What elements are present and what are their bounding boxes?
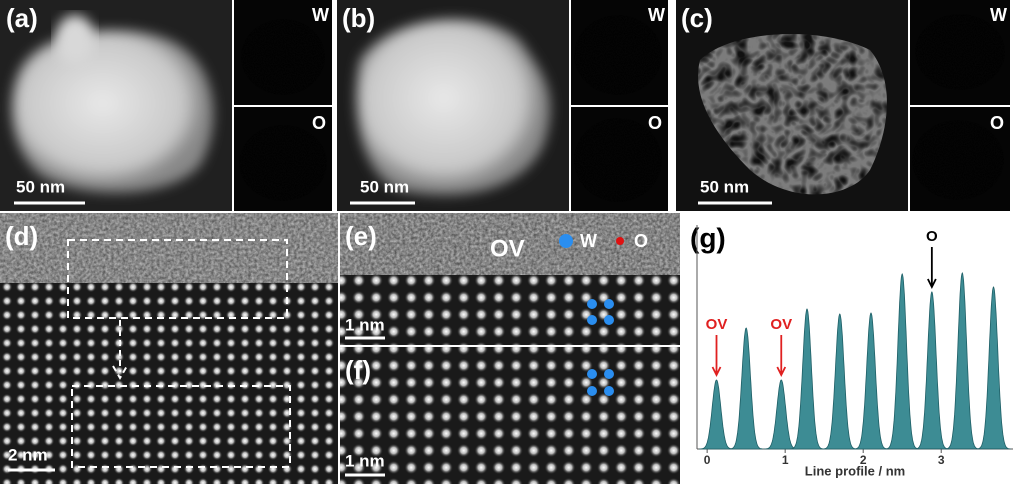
peak-annotation: O [926, 228, 938, 245]
map-label: O [312, 113, 326, 133]
particle [55, 15, 95, 65]
map-label: O [990, 113, 1004, 133]
panel-label: (e) [345, 221, 377, 251]
peak [789, 308, 825, 450]
panel-c: (c) 50 nm W O [676, 0, 1010, 211]
porous-particle [698, 33, 887, 195]
map-label: O [648, 113, 662, 133]
scale-label: 50 nm [700, 177, 749, 196]
panel-label: (c) [681, 3, 713, 33]
panel-a: (a) 50 nm W O [0, 0, 332, 211]
w-map [915, 14, 1005, 90]
legend-label: W [580, 231, 597, 251]
amorphous-noise [340, 213, 680, 275]
legend-o [616, 237, 624, 245]
roi-box [67, 239, 288, 319]
line-profile-chart: (g) Line profile / nm 0 1 2 3 OV OV O [690, 222, 1013, 478]
panel-label: (f) [345, 355, 371, 385]
map-label: W [990, 5, 1007, 25]
particle [356, 18, 551, 195]
w-sites [587, 299, 614, 325]
peak [699, 379, 734, 450]
ov-annotation: OV [490, 235, 525, 262]
roi-box [71, 385, 291, 468]
particle [11, 30, 214, 193]
annotation-arrow [927, 247, 937, 290]
peak [728, 327, 764, 450]
annotation-arrow [711, 335, 722, 378]
x-tick-label: 0 [704, 453, 711, 467]
panel-label: (b) [342, 3, 375, 33]
peak [945, 272, 980, 450]
o-map [574, 118, 662, 202]
peak-annotation: OV [770, 316, 792, 333]
x-tick-label: 3 [938, 453, 945, 467]
peak [976, 286, 1011, 450]
x-axis-label: Line profile / nm [805, 463, 905, 478]
peak [764, 379, 799, 450]
x-tick-label: 2 [860, 453, 867, 467]
dashed-arrow [112, 320, 128, 380]
scale-label: 50 nm [16, 177, 65, 196]
panel-f: (f) 1 nm [340, 347, 680, 484]
panel-e: (e) OV W O 1 nm [340, 213, 680, 345]
peak [853, 312, 889, 450]
scale-label: 1 nm [345, 451, 385, 470]
annotation-arrow [776, 335, 787, 378]
scale-label: 2 nm [8, 445, 48, 464]
panel-b: (b) 50 nm W O [337, 0, 668, 211]
peak [822, 313, 858, 450]
peak-annotation: OV [706, 316, 728, 333]
w-map [241, 19, 325, 95]
w-map [574, 15, 662, 95]
hrtem-image [340, 347, 680, 484]
w-sites [587, 369, 614, 396]
panel-d: (d) 2 nm [0, 213, 338, 484]
peak [914, 291, 949, 450]
map-label: W [312, 5, 329, 25]
panel-label: (a) [6, 3, 38, 33]
legend-label: O [634, 231, 648, 251]
peak [885, 273, 920, 450]
x-tick-label: 1 [782, 453, 789, 467]
map-label: W [648, 5, 665, 25]
amorphous-noise [0, 213, 338, 283]
o-map [912, 120, 1004, 200]
scale-label: 1 nm [345, 315, 385, 334]
panel-label: (g) [690, 222, 726, 253]
legend-w [559, 234, 573, 248]
panel-label: (d) [5, 221, 38, 251]
o-map [239, 125, 327, 201]
scale-label: 50 nm [360, 177, 409, 196]
